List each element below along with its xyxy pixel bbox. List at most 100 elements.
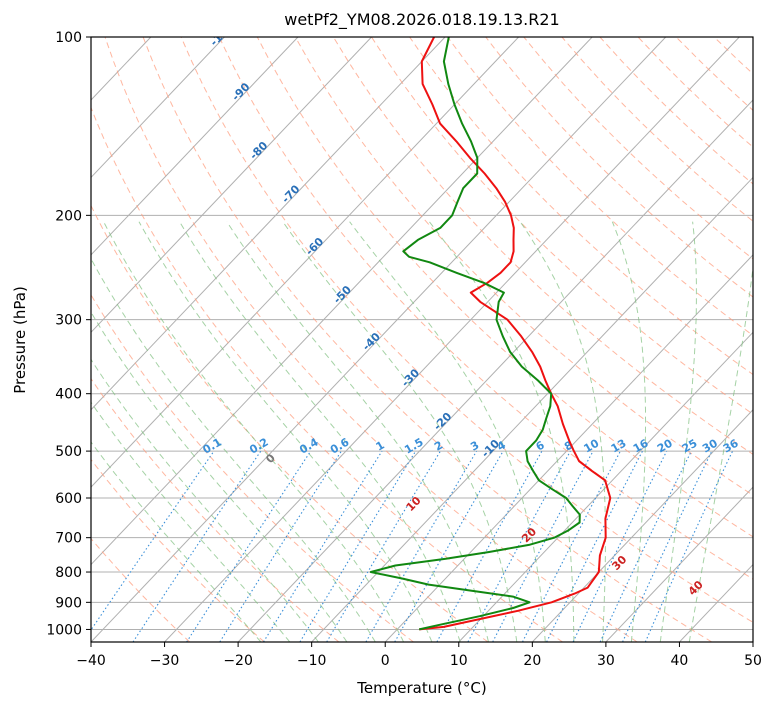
x-tick-label: 0	[381, 653, 390, 669]
y-tick-label: 600	[55, 491, 82, 507]
y-axis-title: Pressure (hPa)	[11, 286, 29, 394]
dry-adiabat-line	[332, 37, 753, 455]
dry-adiabat-line	[561, 37, 753, 222]
mixing-ratio-line	[394, 450, 504, 642]
dry-adiabat-line	[713, 37, 753, 75]
isotherm-line	[384, 254, 753, 642]
moist-adiabat-line	[103, 221, 405, 642]
dry-adiabat-line	[91, 458, 265, 642]
moist-adiabat-line	[138, 221, 433, 642]
x-tick-label: 50	[744, 653, 762, 669]
moist-adiabat-label: 40	[686, 578, 706, 598]
x-tick-label: 10	[450, 653, 468, 669]
plot-frame	[90, 36, 754, 643]
mixing-ratio-line	[436, 450, 543, 642]
dry-adiabat-line	[599, 37, 753, 185]
y-tick-label: 700	[55, 531, 82, 547]
dry-adiabat-line	[256, 37, 753, 538]
mixing-ratio-line	[132, 450, 262, 642]
dry-adiabat-line	[485, 37, 753, 298]
dry-adiabat-line	[218, 37, 753, 580]
x-tick-label: −10	[297, 653, 327, 669]
mixing-ratio-line	[644, 450, 734, 642]
dry-adiabat-line	[447, 37, 753, 337]
dry-adiabat-label: -50	[331, 283, 354, 306]
isotherm-line	[91, 37, 593, 566]
mixing-ratio-line	[599, 450, 692, 642]
moist-adiabat-line	[179, 221, 461, 642]
y-tick-label: 800	[55, 565, 82, 581]
y-tick-label: 500	[55, 444, 82, 460]
moist-adiabat-line	[91, 257, 376, 642]
mixing-ratio-line	[546, 450, 643, 642]
y-tick-label: 100	[55, 30, 82, 46]
mixing-ratio-label: 36	[721, 436, 741, 455]
dry-adiabat-line	[91, 537, 191, 642]
x-axis-title: Temperature (°C)	[356, 679, 486, 697]
dry-adiabat-label: -20	[431, 410, 454, 433]
axes: −40 −30 −20 −10 0 10 20 30 40 50 100 200 300 400 500 60…	[46, 30, 762, 669]
mixing-ratio-label: 16	[631, 436, 651, 455]
dry-adiabat-line	[409, 37, 753, 376]
x-tick-label: −20	[223, 653, 253, 669]
moist-adiabat-line	[659, 221, 697, 642]
moist-adiabat-line	[688, 263, 753, 642]
isotherm-line	[0, 37, 4, 642]
moist-adiabat-line	[611, 221, 647, 642]
dry-adiabat-line	[371, 37, 753, 415]
dry-adiabat-label: -100	[208, 20, 237, 49]
mixing-ratio-line	[91, 450, 215, 631]
moist-adiabat-line	[91, 401, 291, 642]
y-tick-label: 200	[55, 208, 82, 224]
moist-adiabat-line	[91, 358, 319, 642]
dry-adiabat-line	[294, 37, 753, 496]
dry-adiabat-label: -70	[279, 182, 302, 205]
dry-adiabat-line	[142, 37, 713, 642]
isotherm-line	[531, 408, 753, 642]
mixing-ratio-line	[186, 450, 312, 642]
moist-adiabat-label: 30	[609, 553, 629, 573]
dry-adiabat-label: -60	[303, 235, 326, 258]
isotherm-line	[91, 37, 520, 488]
moist-adiabat-line	[428, 221, 575, 642]
dewpoint-line	[369, 37, 581, 631]
isotherm-line	[91, 37, 299, 256]
mixing-ratio-line	[467, 450, 571, 642]
mixing-ratio-line	[365, 450, 478, 642]
moist-adiabat-line	[91, 311, 348, 642]
x-tick-label: 40	[671, 653, 689, 669]
moist-adiabat-line	[226, 221, 489, 642]
x-tick-label: 20	[523, 653, 541, 669]
isotherm-line	[91, 37, 446, 411]
mixing-ratio-line	[299, 450, 417, 642]
dry-adiabat-line	[91, 293, 414, 642]
mixing-ratio-label: 10	[581, 436, 601, 455]
moist-adiabat-label: 10	[404, 494, 424, 514]
dry-adiabat-line	[523, 37, 753, 260]
y-tick-label: 300	[55, 313, 82, 329]
sounding-traces	[369, 37, 612, 631]
isotherm-line	[605, 486, 753, 642]
dry-adiabat-line	[91, 106, 563, 642]
temperature-line	[419, 37, 612, 631]
dry-adiabat-line	[637, 37, 753, 148]
y-tick-label: 900	[55, 595, 82, 611]
mixing-ratio-line	[572, 450, 668, 642]
moist-adiabat-line	[349, 221, 546, 642]
moist-adiabat-line	[519, 221, 606, 642]
dry-adiabat-line	[675, 37, 753, 111]
mixing-ratio-label: 0.4	[297, 435, 321, 456]
isotherm-line	[752, 641, 753, 642]
mixing-ratio-label: 25	[680, 437, 700, 456]
isotherm-line	[458, 331, 753, 642]
isotherm-line	[237, 99, 753, 642]
dry-adiabat-line	[751, 37, 753, 39]
dry-adiabat-line	[91, 204, 489, 642]
mixing-ratio-label: 0.6	[328, 435, 352, 456]
dry-adiabat-label: -90	[229, 80, 252, 103]
isotherm-line	[91, 37, 667, 642]
x-tick-label: −40	[76, 653, 106, 669]
chart-title: wetPf2_YM08.2026.018.19.13.R21	[284, 10, 559, 30]
dry-adiabat-label: -80	[247, 139, 270, 162]
